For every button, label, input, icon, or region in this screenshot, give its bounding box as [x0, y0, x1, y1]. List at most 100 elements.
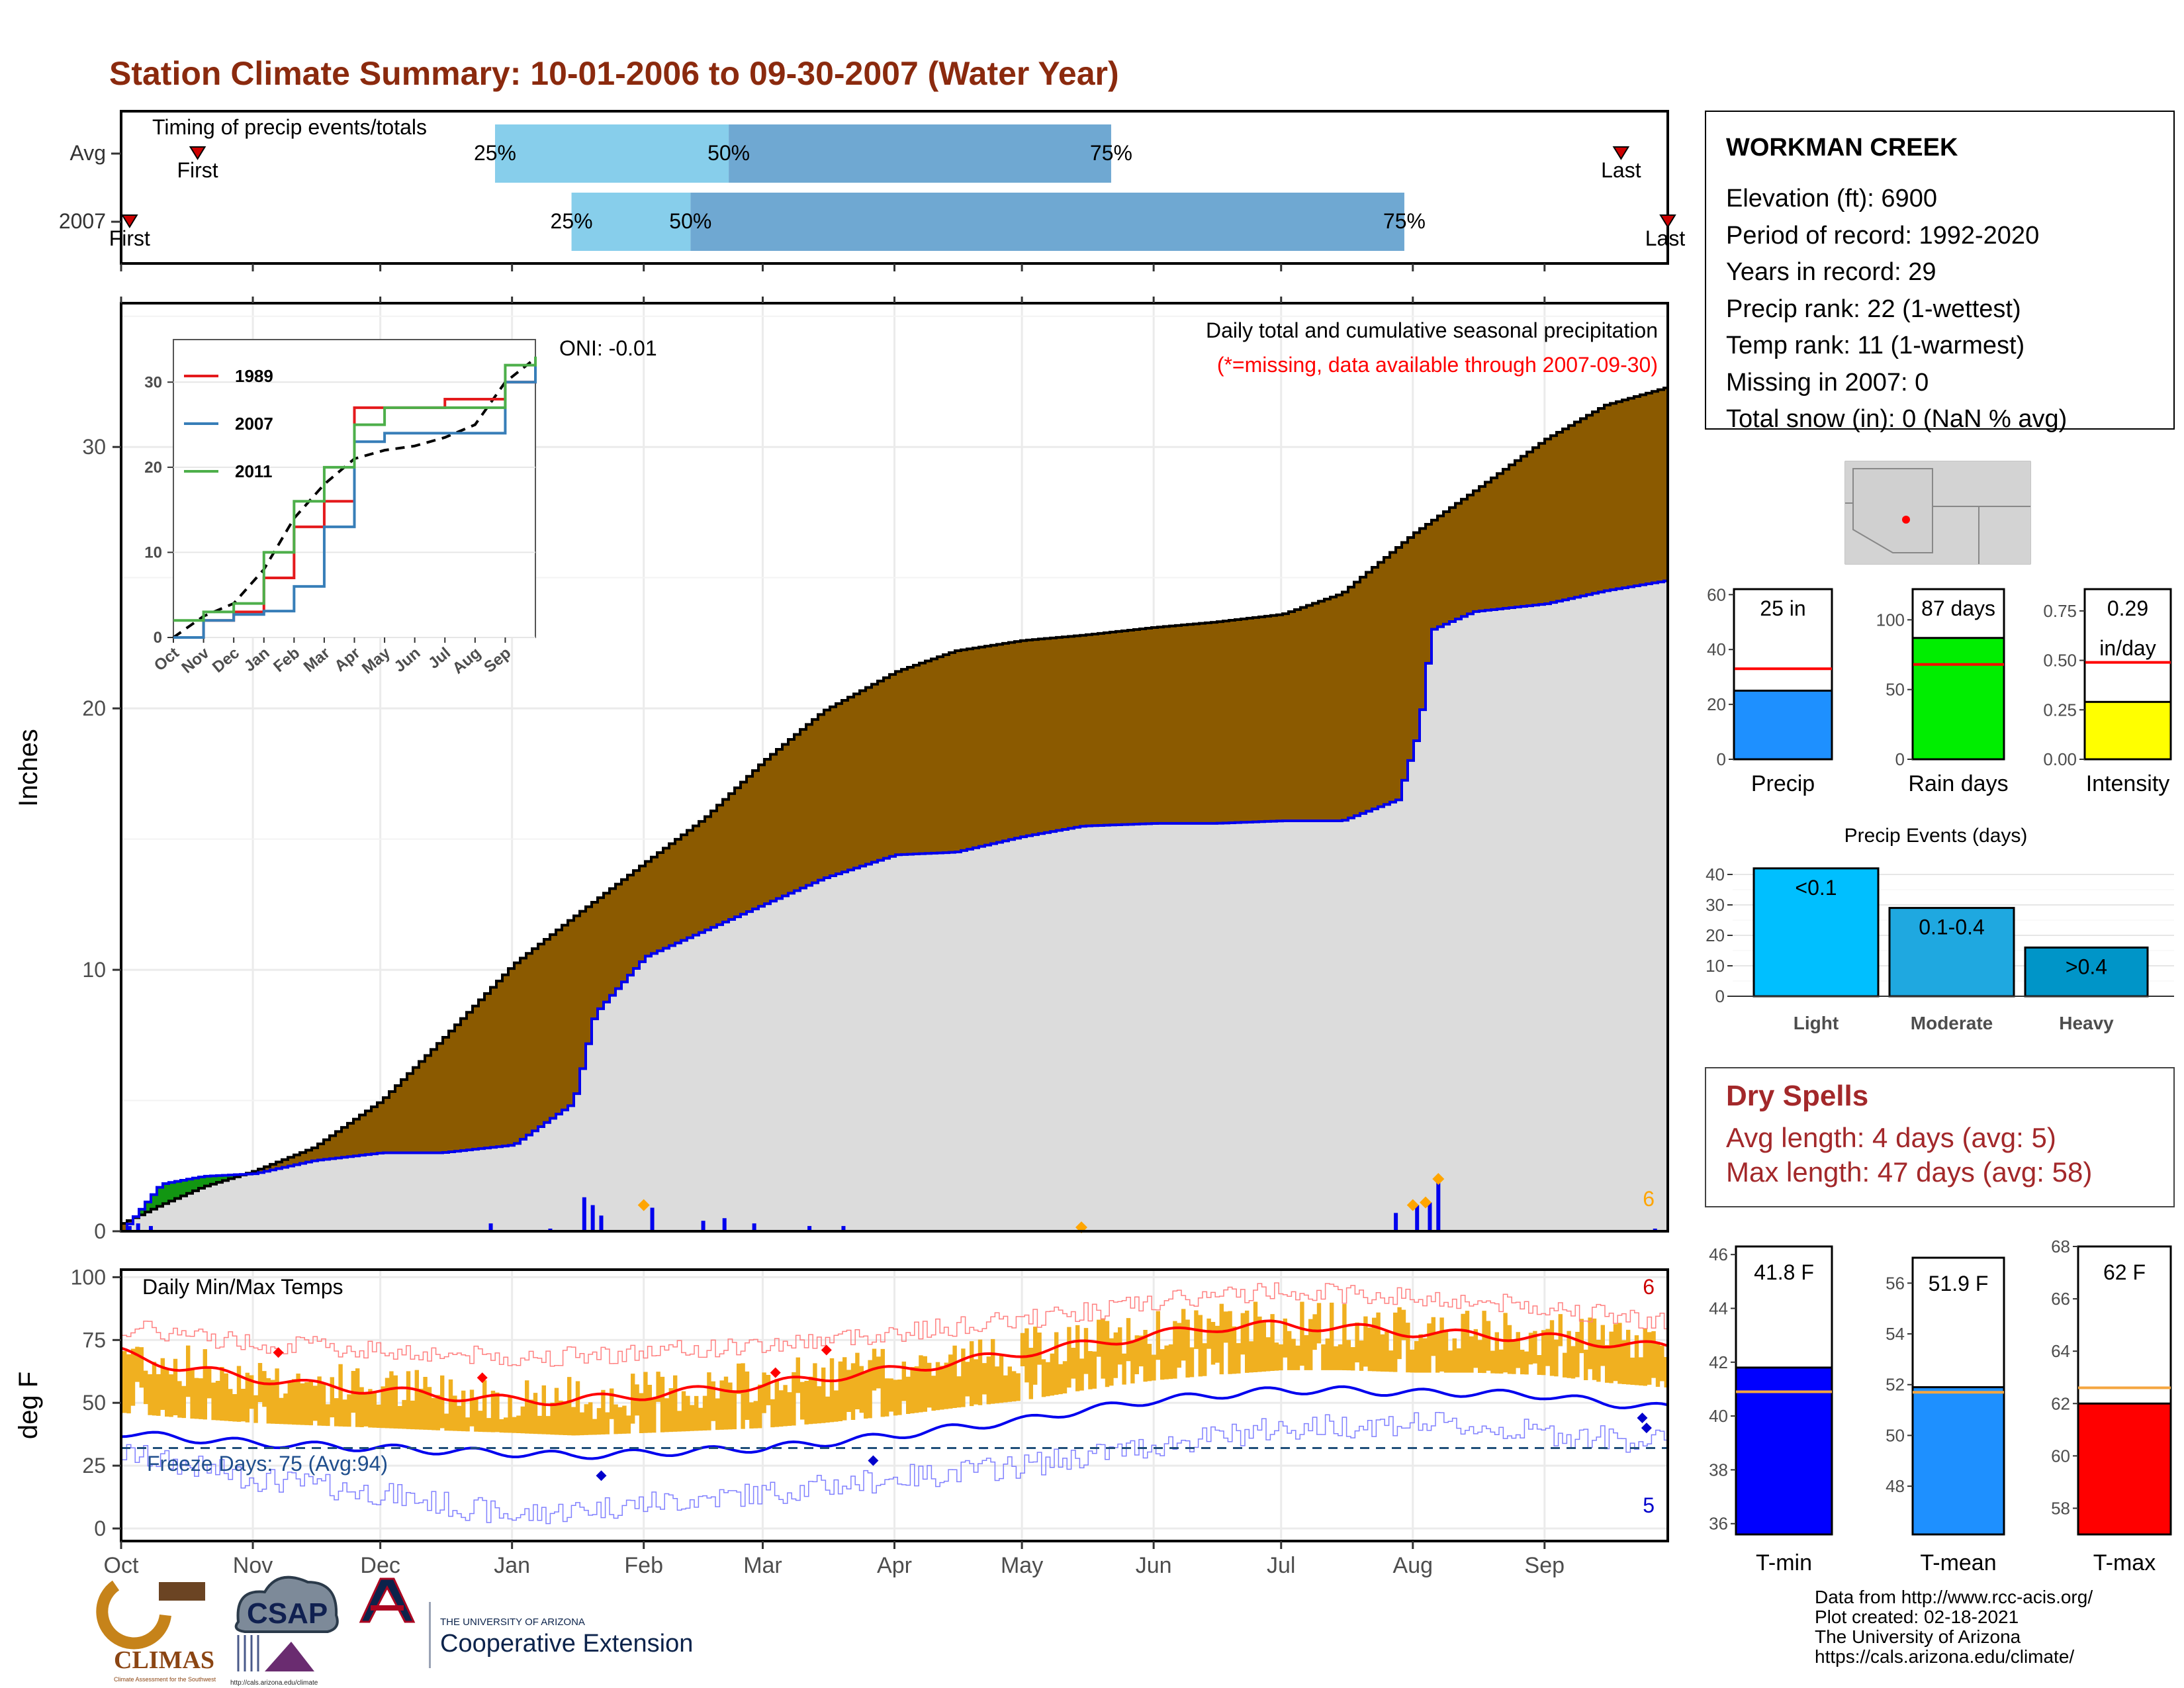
events-ytick-label-2: 20: [1706, 925, 1725, 945]
events-ytick-label-3: 30: [1706, 895, 1725, 915]
summary-bar-tick-label-Precip-3: 60: [1707, 585, 1726, 604]
precip-events-chart: Precip Events (days) 0 10 20 30 40 <0.1 Light 0…: [1706, 825, 2174, 1033]
station-elevation: Elevation (ft): 6900: [1726, 185, 1937, 212]
summary-bar-value-Rain days: 87 days: [1921, 596, 1995, 620]
temp-bar-label-T-mean: T-mean: [1920, 1550, 1996, 1575]
temp-record-marker-4: [596, 1470, 607, 1481]
avg-min-temp-line: [120, 1385, 1668, 1460]
station-info-box: WORKMAN CREEK Elevation (ft): 6900 Perio…: [1705, 111, 2175, 433]
csap-logo: CSAP http://cals.arizona.edu/climate: [230, 1575, 339, 1687]
temp-bar-T-min: [1735, 1366, 1833, 1536]
daily-precip-bar-7: [590, 1205, 595, 1231]
dry-spells-title: Dry Spells: [1726, 1080, 1868, 1112]
precip-ytick-label-1: 10: [82, 958, 106, 982]
daily-precip-bar-0: [127, 1226, 132, 1231]
summary-bar-tick-label-Intensity-1: 0.25: [2043, 700, 2077, 720]
temp-bar-label-T-min: T-min: [1756, 1550, 1812, 1575]
x-axis-month-label-9: Jul: [1267, 1553, 1295, 1578]
daily-precip-bar-18: [1415, 1205, 1420, 1231]
credits-website: https://cals.arizona.edu/climate/: [1815, 1646, 2074, 1667]
temp-count-top: 6: [1643, 1275, 1655, 1299]
timing-panel-label: Timing of precip events/totals: [152, 115, 427, 139]
temp-panel-label: Daily Min/Max Temps: [142, 1275, 343, 1299]
temp-bar-tick-label-T-max-5: 68: [2051, 1237, 2070, 1256]
record-min-line: [122, 1411, 1668, 1524]
events-ytick-label-1: 10: [1706, 956, 1725, 976]
precip-event-bar-label-Heavy: >0.4: [2066, 955, 2107, 978]
temp-record-marker-7: [1641, 1423, 1652, 1434]
summary-bar-tick-label-Rain days-2: 100: [1876, 610, 1905, 630]
arizona-state-shape: [1852, 468, 1933, 553]
temp-bar-tick-label-T-max-2: 62: [2051, 1393, 2070, 1413]
x-axis-month-label-0: Oct: [104, 1553, 139, 1578]
x-axis-month-label-1: Nov: [233, 1553, 273, 1578]
climas-logo-text: CLIMAS: [114, 1646, 214, 1674]
timing-label-25-2007: 25%: [551, 209, 593, 233]
timing-row-label-avg: Avg: [69, 141, 106, 165]
precip-panel: 0 10 20 30 Inches ONI: -0.01 Daily total an…: [14, 297, 1669, 1243]
summary-bar-label-Rain days: Rain days: [1908, 771, 2008, 796]
station-years: Years in record: 29: [1726, 258, 1936, 286]
temp-bar-tick-label-T-max-3: 64: [2051, 1341, 2070, 1361]
cumulative-avg-line: [121, 387, 1668, 1225]
ua-logo-line2: Cooperative Extension: [440, 1630, 693, 1658]
temp-record-marker-1: [477, 1372, 488, 1383]
daily-precip-bar-20: [1436, 1181, 1441, 1231]
temp-bar-tick-label-T-min-1: 38: [1709, 1460, 1728, 1479]
csap-logo-url: http://cals.arizona.edu/climate: [230, 1679, 318, 1687]
summary-bar-tick-label-Precip-1: 20: [1707, 694, 1726, 714]
climas-logo: CLIMAS Climate Assessment for the Southw…: [96, 1580, 216, 1683]
summary-bar-value-Intensity: 0.29: [2107, 596, 2148, 620]
x-axis-month-label-11: Sep: [1525, 1553, 1565, 1578]
summary-bar-Rain days: [1911, 637, 2005, 761]
precip-event-category-Moderate: Moderate: [1911, 1013, 1993, 1033]
timing-bar-50-75-2007: [690, 193, 1404, 251]
precip-events-title: Precip Events (days): [1844, 825, 2028, 847]
daily-precip-bar-17: [1394, 1213, 1398, 1231]
timing-label-50-Avg: 50%: [707, 141, 750, 165]
temperature-summary-bars: 36 38 40 42 44 46 41.8 F T-min 48 50 52 54 56 51.9 F T…: [1709, 1237, 2172, 1575]
station-missing: Missing in 2007: 0: [1726, 369, 1929, 397]
precip-event-marker-0: [637, 1199, 650, 1211]
timing-label-50-2007: 50%: [669, 209, 711, 233]
temp-ytick-label-0: 0: [94, 1517, 106, 1540]
freeze-days-label: Freeze Days: 75 (Avg:94): [147, 1452, 388, 1476]
daily-precip-bar-12: [752, 1223, 756, 1231]
avg-max-temp-line: [120, 1319, 1668, 1407]
daily-precip-bar-11: [722, 1218, 727, 1231]
timing-label-25-Avg: 25%: [474, 141, 516, 165]
temp-count-bottom: 5: [1643, 1493, 1655, 1517]
daily-precip-bar-2: [148, 1226, 153, 1231]
precip-event-bar-Light: [1752, 867, 1880, 998]
timing-bar-25-50-Avg: [494, 124, 729, 183]
temp-y-axis-label: deg F: [14, 1372, 43, 1439]
temp-bar-T-mean: [1911, 1386, 2005, 1536]
precip-event-category-Light: Light: [1794, 1013, 1839, 1033]
inset-ytick-label-2: 20: [144, 459, 162, 477]
x-axis-month-label-3: Jan: [494, 1553, 530, 1578]
cumulative-2007-fill: [121, 580, 1668, 1231]
station-precip-rank: Precip rank: 22 (1-wettest): [1726, 295, 2021, 323]
temp-bar-tick-label-T-min-2: 40: [1709, 1406, 1728, 1426]
summary-bar-tick-label-Intensity-2: 0.50: [2043, 651, 2077, 671]
logos-row: CLIMAS Climate Assessment for the Southw…: [96, 1575, 693, 1687]
x-axis-month-label-2: Dec: [360, 1553, 400, 1578]
precip-event-marker-4: [1432, 1173, 1445, 1186]
dry-spells-avg-length: Avg length: 4 days (avg: 5): [1726, 1122, 2056, 1153]
missing-data-note: (*=missing, data available through 2007-…: [1217, 353, 1658, 377]
temp-record-marker-2: [770, 1367, 781, 1378]
university-of-arizona-logo: THE UNIVERSITY OF ARIZONA Cooperative Ex…: [359, 1577, 693, 1668]
logo-divider: [429, 1602, 431, 1668]
inset-ytick-label-3: 30: [144, 373, 162, 391]
summary-bar-tick-label-Rain days-0: 0: [1895, 749, 1905, 769]
record-max-line: [122, 1282, 1668, 1367]
precip-event-bar-label-Light: <0.1: [1795, 876, 1837, 900]
ua-logo-line1: THE UNIVERSITY OF ARIZONA: [440, 1617, 585, 1628]
temp-bar-tick-label-T-mean-1: 50: [1886, 1425, 1905, 1445]
summary-bar-tick-label-Intensity-0: 0.00: [2043, 749, 2077, 769]
summary-bar-tick-label-Intensity-3: 0.75: [2043, 601, 2077, 621]
temp-bar-tick-label-T-min-3: 42: [1709, 1352, 1728, 1372]
temp-record-marker-3: [821, 1344, 832, 1356]
timing-last-marker-2007: [1659, 214, 1676, 228]
